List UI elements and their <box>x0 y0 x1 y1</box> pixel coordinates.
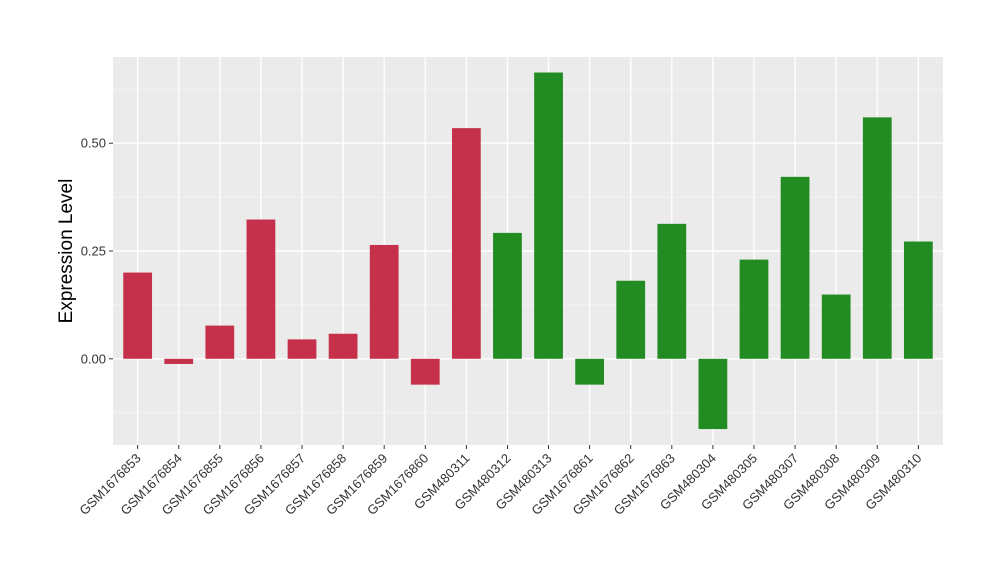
bar-gsm1676859 <box>369 244 399 359</box>
bar-gsm480313 <box>534 72 563 359</box>
y-tick-label: 0.25 <box>81 244 106 259</box>
bar-gsm1676857 <box>287 339 317 359</box>
x-axis-ticks: GSM1676853GSM1676854GSM1676855GSM1676856… <box>76 445 924 518</box>
y-axis-ticks: 0.00 0.25 0.50 <box>81 136 113 366</box>
bar-gsm1676862 <box>616 280 646 359</box>
bars <box>123 72 933 430</box>
bar-gsm1676855 <box>205 325 235 359</box>
bar-gsm480311 <box>451 128 481 359</box>
bar-gsm1676854 <box>164 358 194 364</box>
bar-gsm1676853 <box>123 272 153 359</box>
bar-gsm480307 <box>780 176 810 359</box>
bar-gsm1676861 <box>575 358 605 385</box>
y-tick-label: 0.50 <box>81 136 106 151</box>
bar-gsm480305 <box>739 259 769 359</box>
bar-gsm480304 <box>698 358 728 430</box>
y-axis-label: Expression Level <box>56 179 77 324</box>
bar-gsm480308 <box>821 294 851 359</box>
bar-gsm480310 <box>903 241 933 359</box>
bar-gsm1676858 <box>328 333 358 359</box>
bar-gsm1676863 <box>657 223 687 359</box>
bar-gsm1676856 <box>246 219 276 359</box>
y-tick-label: 0.00 <box>81 351 106 366</box>
bar-gsm480312 <box>493 232 522 359</box>
bar-gsm480309 <box>862 117 892 359</box>
bar-gsm1676860 <box>410 358 440 385</box>
